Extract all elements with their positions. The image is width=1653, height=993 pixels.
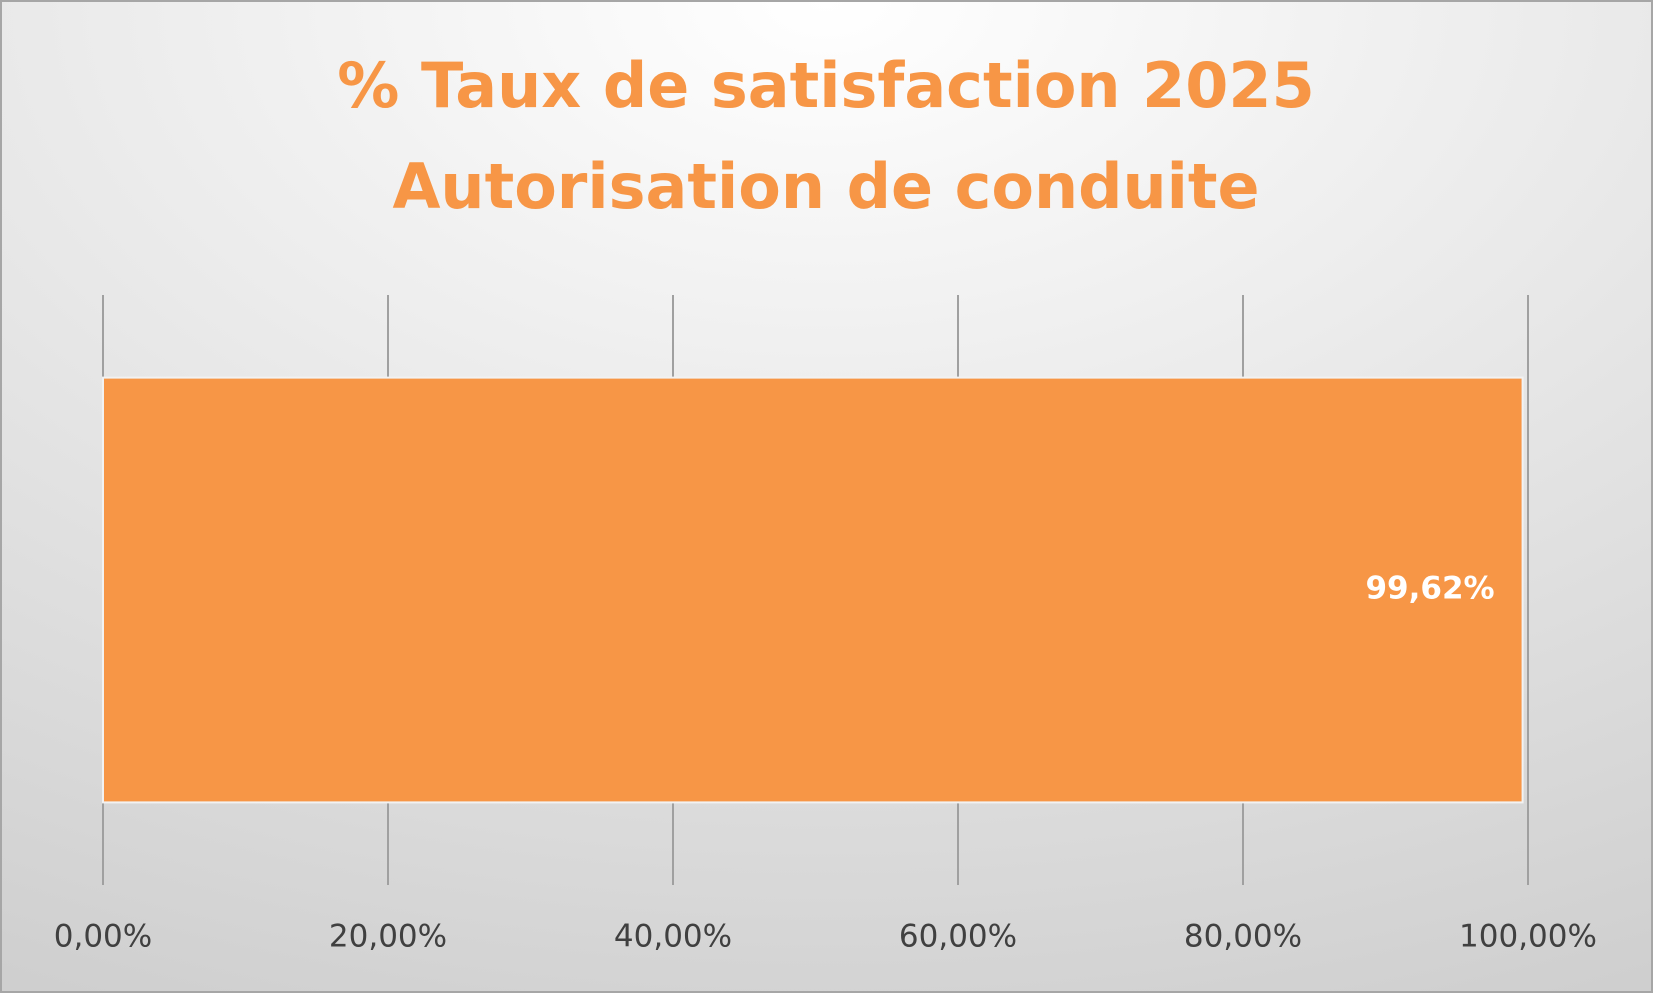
chart-title: Autorisation de conduite [392, 150, 1259, 223]
x-tick-label: 0,00% [54, 919, 152, 955]
x-tick-label: 60,00% [899, 919, 1017, 955]
x-tick-label: 20,00% [329, 919, 447, 955]
x-tick-label: 80,00% [1184, 919, 1302, 955]
bar [102, 376, 1524, 804]
chart-title: % Taux de satisfaction 2025 [337, 49, 1314, 122]
data-label: 99,62% [1365, 571, 1494, 607]
x-tick-label: 100,00% [1459, 919, 1597, 955]
x-tick-label: 40,00% [614, 919, 732, 955]
